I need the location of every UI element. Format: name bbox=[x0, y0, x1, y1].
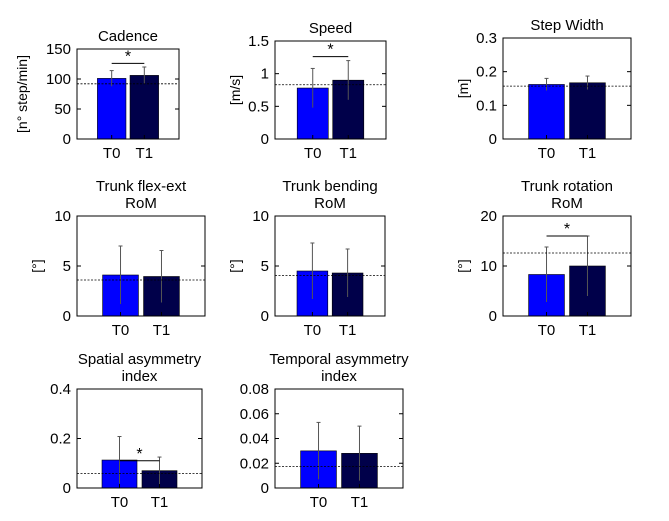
y-axis-label: [°] bbox=[29, 259, 45, 272]
y-tick-label: 5 bbox=[63, 258, 71, 275]
y-axis-label: [n° step/min] bbox=[14, 55, 30, 133]
y-tick-label: 0 bbox=[261, 308, 269, 325]
x-tick-label-t1: T1 bbox=[153, 322, 171, 339]
axes-box bbox=[76, 215, 206, 317]
y-tick-label: 0 bbox=[63, 131, 71, 148]
x-tick-label-t0: T0 bbox=[538, 322, 556, 339]
y-tick-label: 5 bbox=[261, 258, 269, 275]
y-tick-label: 50 bbox=[54, 101, 71, 118]
significance-star: * bbox=[125, 48, 131, 65]
y-tick-label: 0 bbox=[261, 131, 269, 148]
y-axis-label: [m/s] bbox=[227, 75, 243, 105]
y-tick-label: 0.2 bbox=[476, 64, 497, 81]
y-tick-label: 1 bbox=[261, 66, 269, 83]
x-tick-label-t0: T0 bbox=[304, 145, 322, 162]
chart-panel-2: 0 0.5 1 1.5 T0 T1 Speed [m/s] * bbox=[227, 20, 387, 162]
chart-panel-8: 0 0.02 0.04 0.06 0.08 T0 T1 Temporal asymmetryi… bbox=[240, 351, 409, 511]
y-tick-label: 0.08 bbox=[240, 381, 269, 398]
y-tick-label: 0 bbox=[261, 480, 269, 497]
chart-title: Spatial asymmetry bbox=[78, 351, 202, 368]
x-tick-label-t1: T1 bbox=[339, 322, 357, 339]
y-tick-label: 0 bbox=[489, 308, 497, 325]
chart-title: Trunk flex-ext bbox=[96, 178, 187, 195]
y-axis-label: [m] bbox=[455, 79, 471, 98]
chart-title: index bbox=[122, 368, 158, 385]
bar-t0 bbox=[97, 78, 127, 140]
y-tick-label: 0.5 bbox=[248, 98, 269, 115]
chart-title: Trunk bending bbox=[282, 178, 377, 195]
x-tick-label-t0: T0 bbox=[103, 145, 121, 162]
chart-title: RoM bbox=[551, 195, 583, 212]
x-tick-label-t1: T1 bbox=[340, 145, 358, 162]
chart-title: Temporal asymmetry bbox=[269, 351, 409, 368]
chart-title: Step Width bbox=[530, 17, 603, 34]
axes-box bbox=[76, 48, 180, 140]
significance-star: * bbox=[136, 446, 142, 463]
axes-box bbox=[274, 388, 404, 489]
chart-title: index bbox=[321, 368, 357, 385]
chart-title: Cadence bbox=[98, 28, 158, 45]
chart-title: RoM bbox=[314, 195, 346, 212]
x-tick-label-t1: T1 bbox=[136, 145, 154, 162]
x-tick-label-t0: T0 bbox=[304, 322, 322, 339]
x-tick-label-t1: T1 bbox=[579, 145, 597, 162]
y-tick-label: 100 bbox=[46, 71, 71, 88]
y-axis-label: [°] bbox=[455, 259, 471, 272]
chart-title: Speed bbox=[309, 20, 352, 37]
x-tick-label-t0: T0 bbox=[538, 145, 556, 162]
x-tick-label-t0: T0 bbox=[111, 494, 129, 511]
chart-title: Trunk rotation bbox=[521, 178, 613, 195]
axes-box bbox=[274, 215, 386, 317]
x-tick-label-t1: T1 bbox=[351, 494, 369, 511]
y-tick-label: 20 bbox=[480, 208, 497, 225]
y-tick-label: 0 bbox=[489, 131, 497, 148]
y-tick-label: 1.5 bbox=[248, 33, 269, 50]
y-tick-label: 0.02 bbox=[240, 455, 269, 472]
y-tick-label: 10 bbox=[480, 258, 497, 275]
bar-t0 bbox=[528, 84, 565, 140]
significance-star: * bbox=[327, 42, 333, 59]
significance-star: * bbox=[564, 221, 570, 238]
x-tick-label-t0: T0 bbox=[310, 494, 328, 511]
axes-box bbox=[274, 40, 387, 140]
y-tick-label: 150 bbox=[46, 41, 71, 58]
y-tick-label: 0.3 bbox=[476, 30, 497, 47]
chart-title: RoM bbox=[125, 195, 157, 212]
axes-box bbox=[76, 388, 203, 489]
axes-box bbox=[502, 37, 632, 140]
y-tick-label: 10 bbox=[252, 208, 269, 225]
x-tick-label-t1: T1 bbox=[151, 494, 169, 511]
y-tick-label: 10 bbox=[54, 208, 71, 225]
x-tick-label-t0: T0 bbox=[112, 322, 130, 339]
y-tick-label: 0.2 bbox=[50, 431, 71, 448]
y-tick-label: 0.4 bbox=[50, 381, 71, 398]
chart-panel-3: 0 0.1 0.2 0.3 T0 T1 Step Width [m] bbox=[455, 17, 632, 162]
y-axis-label: [°] bbox=[227, 259, 243, 272]
y-tick-label: 0.06 bbox=[240, 406, 269, 423]
bar-t1 bbox=[129, 75, 159, 140]
x-tick-label-t1: T1 bbox=[579, 322, 597, 339]
y-tick-label: 0.1 bbox=[476, 97, 497, 114]
chart-panel-1: 0 50 100 150 T0 T1 Cadence [n° step/min] * bbox=[14, 28, 180, 162]
bar-t1 bbox=[569, 82, 606, 140]
y-tick-label: 0.04 bbox=[240, 431, 269, 448]
y-tick-label: 0 bbox=[63, 480, 71, 497]
y-tick-label: 0 bbox=[63, 308, 71, 325]
